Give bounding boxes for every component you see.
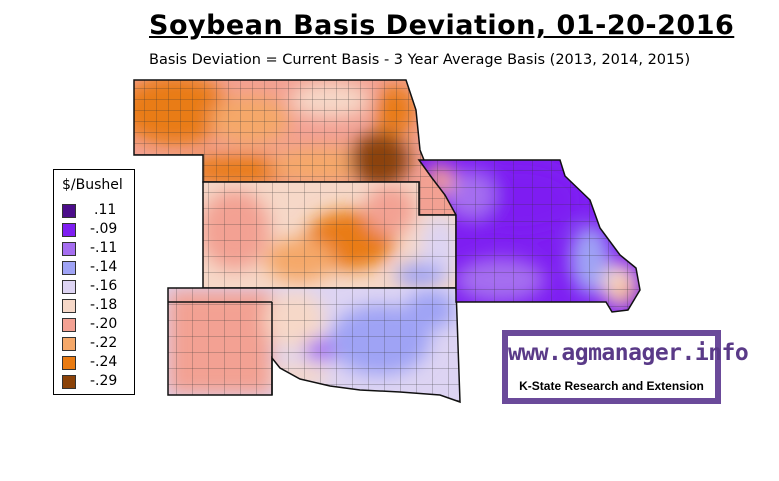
- legend-swatch: [62, 337, 76, 351]
- legend-swatch: [62, 204, 76, 218]
- legend-item: .11: [62, 202, 132, 219]
- legend-label: -.16: [90, 278, 118, 294]
- legend-item: -.09: [62, 221, 132, 238]
- legend-label: -.09: [90, 221, 118, 237]
- legend-label: -.14: [90, 259, 118, 275]
- logo-url-text: www.agmanager.info: [508, 340, 749, 366]
- legend-item: -.16: [62, 278, 132, 295]
- legend-item: -.18: [62, 297, 132, 314]
- legend-label: -.20: [90, 316, 118, 332]
- legend-item: -.24: [62, 354, 132, 371]
- logo-tagline: K-State Research and Extension: [519, 379, 704, 393]
- map-subtitle: Basis Deviation = Current Basis - 3 Year…: [149, 52, 691, 68]
- legend-label: -.29: [90, 373, 118, 389]
- legend-swatch: [62, 242, 76, 256]
- legend-item: -.22: [62, 335, 132, 352]
- legend-swatch: [62, 280, 76, 294]
- kansas-region: [202, 181, 457, 289]
- oklahoma-region: [167, 287, 461, 404]
- legend-label: -.22: [90, 335, 118, 351]
- map-legend: $/Bushel .11 -.09 -.11 -.14 -.16 -.18 -.…: [53, 169, 135, 395]
- legend-item: -.11: [62, 240, 132, 257]
- legend-swatch: [62, 299, 76, 313]
- legend-label: -.11: [90, 240, 118, 256]
- legend-label: -.24: [90, 354, 118, 370]
- agmanager-logo[interactable]: www.agmanager.info K-State Research and …: [502, 330, 749, 404]
- legend-label: -.18: [90, 297, 118, 313]
- legend-label: .11: [94, 202, 117, 218]
- legend-title: $/Bushel: [62, 177, 123, 193]
- legend-swatch: [62, 223, 76, 237]
- map-title: Soybean Basis Deviation, 01-20-2016: [149, 10, 735, 41]
- legend-swatch: [62, 318, 76, 332]
- legend-swatch: [62, 375, 76, 389]
- legend-item: -.29: [62, 373, 132, 390]
- legend-item: -.20: [62, 316, 132, 333]
- legend-swatch: [62, 261, 76, 275]
- legend-item: -.14: [62, 259, 132, 276]
- legend-swatch: [62, 356, 76, 370]
- logo-panel: www.agmanager.info K-State Research and …: [508, 336, 749, 398]
